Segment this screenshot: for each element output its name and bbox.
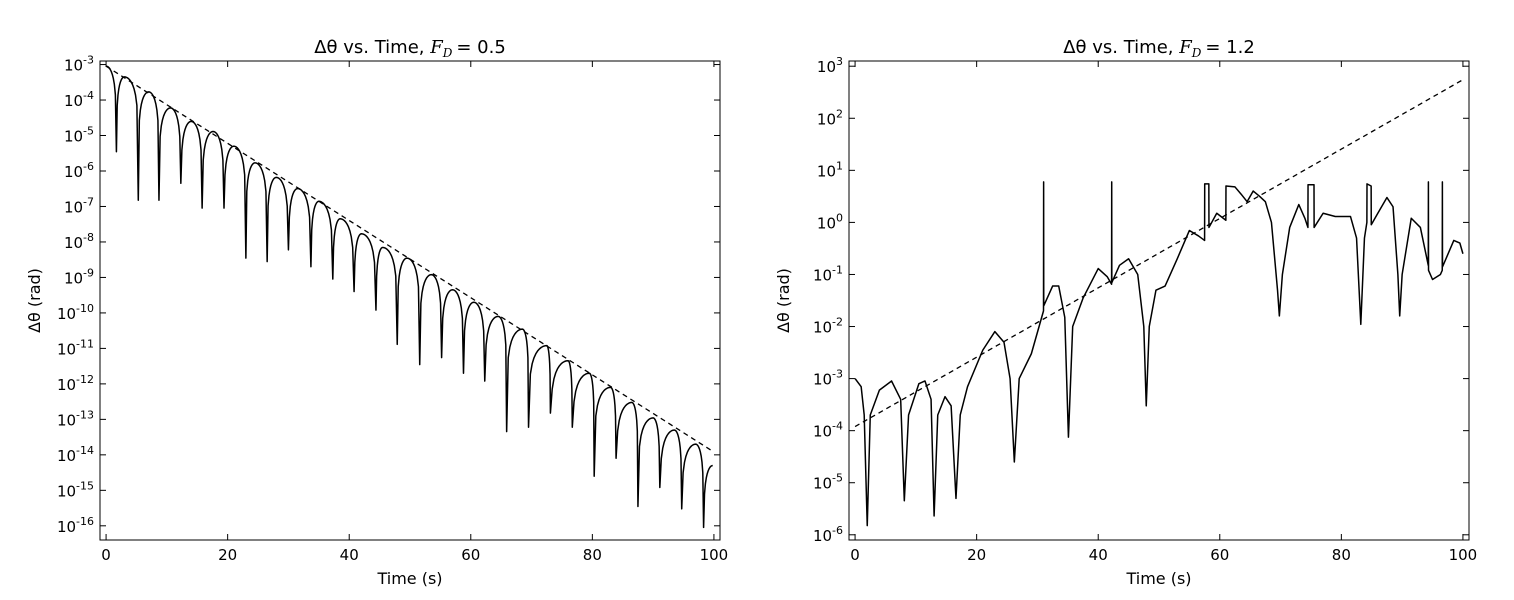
y-tick-label: 101 (817, 159, 843, 180)
axes-frame (99, 60, 721, 541)
y-tick-label: 10-13 (57, 408, 94, 429)
title-prefix: Δθ vs. Time, (1063, 37, 1173, 58)
y-tick-label: 103 (817, 55, 843, 76)
chart-right: Δθ vs. Time, FD = 1.2 0 20 40 60 80 100 103 102 1… (774, 37, 1477, 588)
y-tick-label: 10-2 (813, 316, 843, 337)
y-tick-label: 102 (817, 107, 843, 128)
x-tick-label: 80 (583, 546, 602, 564)
y-tick-label: 10-4 (64, 89, 94, 110)
x-tick-label: 80 (1332, 546, 1351, 564)
title-math-sub: D (442, 46, 453, 60)
y-tick-label: 10-8 (64, 231, 94, 252)
y-tick-label: 10-15 (57, 479, 94, 500)
title-math-var: F (1178, 37, 1193, 58)
x-tick-label: 0 (850, 546, 860, 564)
y-tick-label: 10-5 (813, 472, 843, 493)
y-tick-label: 10-12 (57, 373, 94, 394)
trend-line-dashed (105, 65, 715, 453)
y-tick-label: 100 (817, 211, 843, 232)
y-tick-label: 10-4 (813, 420, 843, 441)
delta-theta-line (854, 181, 1464, 527)
x-axis-label-left: Time (s) (376, 569, 442, 588)
plot-area-left: 0 20 40 60 80 100 10-3 10-4 10-5 10-6 10-7 10-8 10-9… (57, 54, 728, 564)
x-tick-label: 40 (1089, 546, 1108, 564)
y-tick-label: 10-5 (64, 125, 94, 146)
y-tick-label: 10-11 (57, 337, 94, 358)
y-tick-label: 10-3 (64, 54, 94, 75)
chart-title-right: Δθ vs. Time, FD = 1.2 (1063, 37, 1255, 60)
x-tick-label: 20 (218, 546, 237, 564)
x-tick-label: 100 (1449, 546, 1478, 564)
x-axis-label-right: Time (s) (1125, 569, 1191, 588)
x-tick-label: 20 (967, 546, 986, 564)
chart-left: Δθ vs. Time, FD = 0.5 0 20 40 60 80 100 10-3 10-… (25, 37, 728, 588)
series-group (105, 65, 715, 529)
title-math-var: F (429, 37, 444, 58)
title-value: = 1.2 (1205, 37, 1254, 58)
y-axis-label-left: Δθ (rad) (25, 268, 44, 333)
y-tick-label: 10-7 (64, 195, 94, 216)
chart-title-left: Δθ vs. Time, FD = 0.5 (314, 37, 506, 60)
y-tick-label: 10-10 (57, 302, 94, 323)
delta-theta-line (105, 65, 713, 529)
y-tick-label: 10-14 (57, 444, 94, 465)
x-tick-label: 60 (1210, 546, 1229, 564)
y-tick-label: 10-6 (64, 160, 94, 181)
x-tick-label: 40 (340, 546, 359, 564)
y-tick-label: 10-9 (64, 266, 94, 287)
x-tick-label: 0 (101, 546, 111, 564)
axes-frame (848, 60, 1470, 541)
x-tick-label: 60 (461, 546, 480, 564)
trend-line-dashed (854, 79, 1464, 428)
title-value: = 0.5 (456, 37, 505, 58)
y-tick-label: 10-3 (813, 368, 843, 389)
title-prefix: Δθ vs. Time, (314, 37, 424, 58)
title-math-sub: D (1191, 46, 1202, 60)
plot-area-right: 0 20 40 60 80 100 103 102 101 100 10-1 10-2 10-3 10-4… (813, 55, 1477, 564)
y-axis-label-right: Δθ (rad) (774, 268, 793, 333)
y-tick-label: 10-6 (813, 524, 843, 545)
series-group (854, 79, 1464, 527)
x-tick-label: 100 (700, 546, 729, 564)
y-tick-label: 10-1 (813, 263, 843, 284)
y-tick-label: 10-16 (57, 515, 94, 536)
